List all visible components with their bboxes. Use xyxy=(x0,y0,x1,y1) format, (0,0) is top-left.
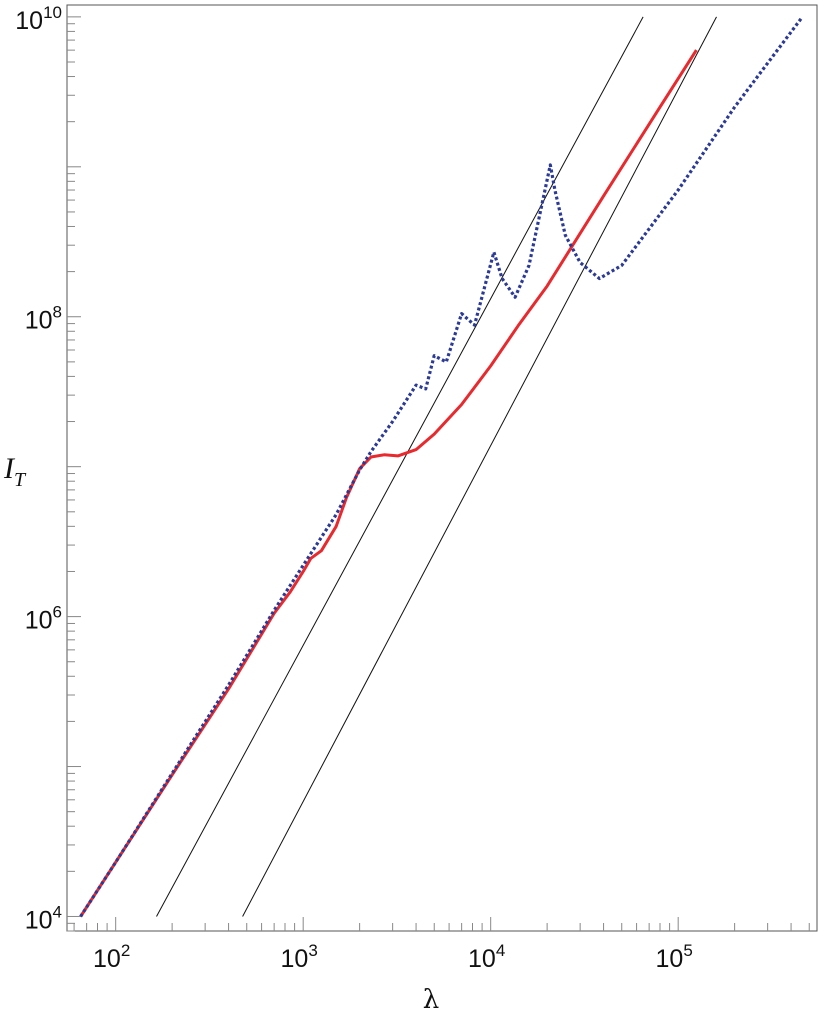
plot-frame xyxy=(66,4,818,932)
y-tick-label: 1010 xyxy=(15,3,62,35)
reference-lines xyxy=(156,16,717,917)
x-tick-label: 105 xyxy=(656,941,693,973)
y-axis-title-sub: T xyxy=(14,469,27,491)
x-tick-label: 104 xyxy=(468,941,505,973)
dotted-series-line xyxy=(79,15,804,918)
x-tick-label: 103 xyxy=(281,941,318,973)
x-tick-label: 102 xyxy=(93,941,130,973)
minor-ticks xyxy=(67,16,810,932)
y-tick-labels: 104 106 108 1010 xyxy=(15,3,62,935)
y-tick-label: 104 xyxy=(25,902,62,934)
y-axis-title-main: I xyxy=(3,452,16,485)
x-tick-labels: 102 103 104 105 xyxy=(93,941,693,973)
x-axis-title: λ xyxy=(423,985,439,1015)
reference-line-1 xyxy=(156,16,644,917)
reference-line-2 xyxy=(242,16,717,917)
y-tick-label: 108 xyxy=(25,303,62,335)
data-series xyxy=(79,15,804,918)
y-tick-label: 106 xyxy=(25,603,62,635)
y-axis-title: IT xyxy=(3,452,27,491)
solid-series-line xyxy=(79,49,698,918)
